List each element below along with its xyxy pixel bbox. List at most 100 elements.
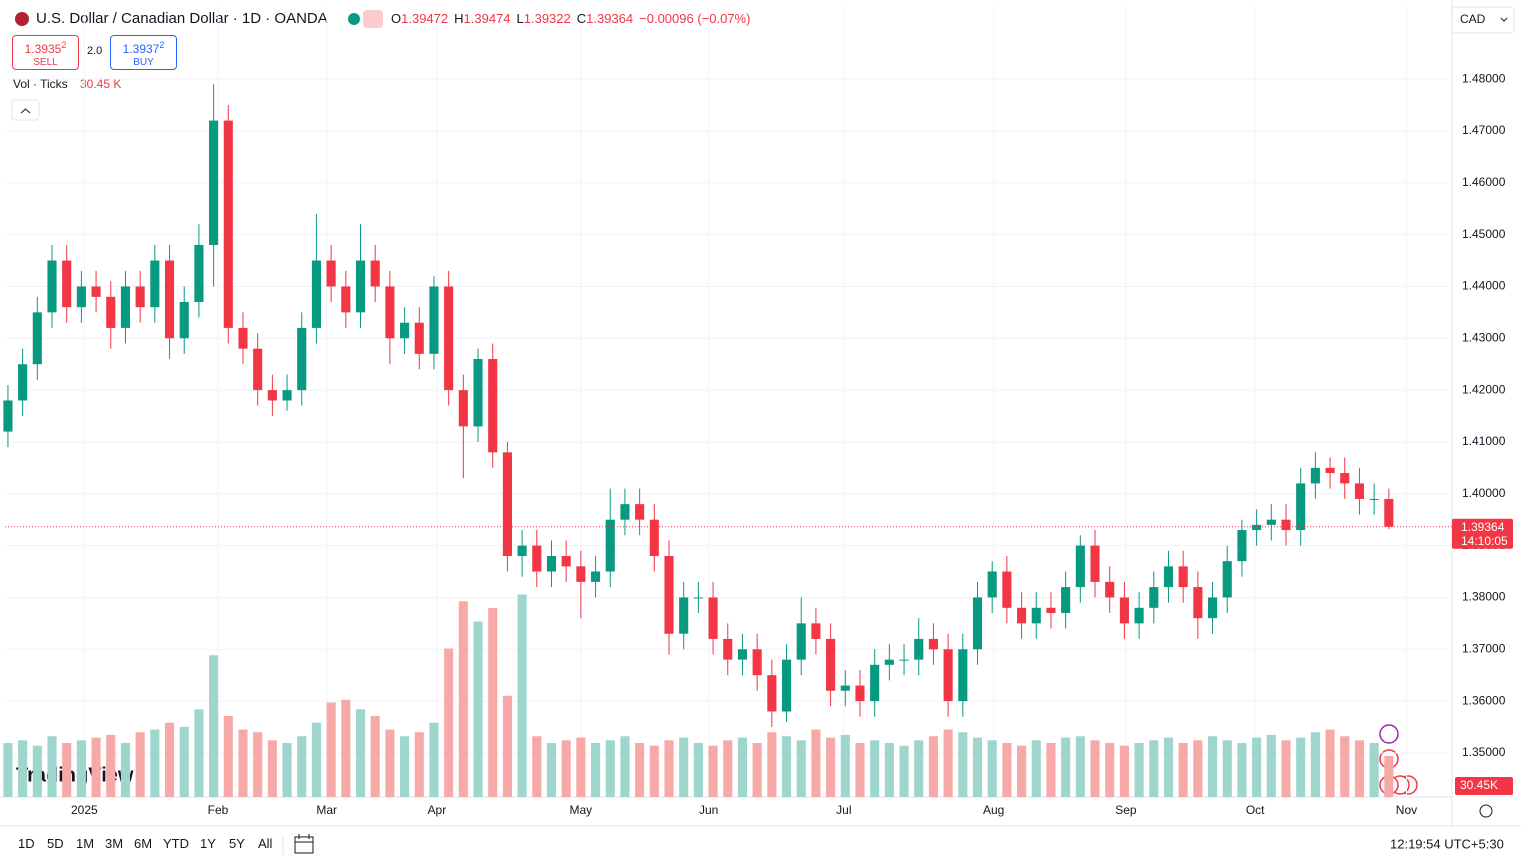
- volume-last-axis: 30.45K: [1460, 778, 1498, 792]
- candle-body: [693, 597, 703, 599]
- volume-bar: [1207, 736, 1218, 797]
- volume-bar: [1252, 737, 1262, 797]
- last-price: 1.39364: [1461, 520, 1505, 534]
- volume-bar: [943, 729, 953, 797]
- candle-body: [1296, 483, 1306, 531]
- volume-bar: [561, 740, 571, 797]
- candle-body: [473, 359, 483, 427]
- buy-button[interactable]: 1.39372 BUY: [110, 35, 177, 70]
- volume-bar: [1310, 732, 1320, 797]
- volume-bar: [1354, 740, 1365, 797]
- symbol-flag: [15, 12, 29, 26]
- date-range-icon[interactable]: [294, 834, 314, 854]
- ohlc-key: H: [454, 11, 464, 26]
- sell-button[interactable]: 1.39352 SELL: [12, 35, 79, 70]
- volume-bar: [91, 737, 101, 797]
- volume-bar: [355, 709, 366, 797]
- volume-title: Vol · Ticks: [13, 77, 68, 91]
- range-button[interactable]: 3M: [105, 836, 124, 851]
- volume-bar: [840, 734, 850, 797]
- chevron: [20, 108, 31, 114]
- candle-body: [1310, 467, 1320, 484]
- y-tick-label: 1.43000: [1462, 330, 1506, 344]
- candle-body: [414, 322, 424, 354]
- candle-body: [546, 555, 557, 572]
- volume-last-box: [1455, 777, 1513, 795]
- data-status: [363, 10, 383, 28]
- sell-price: 1.3935: [24, 42, 62, 56]
- volume-bar: [1325, 729, 1335, 797]
- volume-bar: [47, 736, 57, 797]
- candle-body: [943, 649, 953, 702]
- candle-body: [679, 597, 689, 634]
- volume-bar: [76, 740, 86, 797]
- range-button[interactable]: 5Y: [229, 836, 245, 851]
- range-button[interactable]: YTD: [163, 836, 189, 851]
- volume-bar: [1266, 734, 1276, 797]
- buy-label: BUY: [133, 57, 154, 68]
- volume-bar: [106, 734, 116, 797]
- currency-select[interactable]: [1451, 6, 1515, 34]
- candle-body: [605, 519, 615, 572]
- range-button[interactable]: 1M: [76, 836, 95, 851]
- collapse-button[interactable]: [11, 99, 40, 121]
- y-tick-label: 1.36000: [1462, 693, 1506, 707]
- candle-body: [1017, 607, 1027, 624]
- candle-body: [1340, 473, 1350, 484]
- range-button[interactable]: 5D: [47, 836, 64, 851]
- volume-bar: [987, 740, 997, 797]
- volume-bar: [1296, 737, 1306, 797]
- volume-bar: [693, 743, 703, 797]
- candle-body: [1222, 561, 1232, 598]
- volume-bar: [150, 729, 160, 797]
- candle-body: [796, 623, 806, 660]
- x-tick-label: Nov: [1396, 803, 1417, 817]
- candle-body: [987, 571, 997, 598]
- candle-body: [326, 260, 336, 287]
- candle-body: [311, 260, 321, 328]
- event-icon[interactable]: [1379, 724, 1399, 744]
- range-button[interactable]: All: [258, 836, 273, 851]
- candle-body: [1090, 545, 1100, 582]
- volume-bar: [649, 745, 659, 797]
- settings-icon[interactable]: [1479, 804, 1493, 818]
- candle-body: [855, 685, 865, 702]
- candle-body: [840, 685, 850, 691]
- candle-body: [899, 659, 909, 661]
- volume-bar: [209, 655, 219, 797]
- y-tick-label: 1.48000: [1462, 71, 1506, 85]
- ohlc-key: O: [391, 11, 402, 26]
- volume-bar: [796, 740, 806, 797]
- candle-body: [635, 504, 645, 520]
- sell-pip: 2: [61, 40, 67, 50]
- volume-bar: [546, 743, 557, 797]
- range-button[interactable]: 6M: [134, 836, 153, 851]
- volume-bar: [341, 699, 351, 797]
- candle-body: [737, 649, 748, 660]
- range-button[interactable]: 1Y: [200, 836, 216, 851]
- range-button[interactable]: 1D: [18, 836, 35, 851]
- x-tick-label: Mar: [316, 803, 337, 817]
- volume-bar: [576, 737, 586, 797]
- volume-bar: [1002, 743, 1012, 797]
- volume-bar: [62, 743, 72, 797]
- volume-bar: [1178, 743, 1188, 797]
- x-tick-label: Aug: [983, 803, 1004, 817]
- y-tick-label: 1.42000: [1462, 382, 1506, 396]
- volume-bar: [488, 608, 498, 797]
- candle-body: [47, 260, 57, 313]
- volume-bar: [1031, 740, 1041, 797]
- volume-bar: [884, 743, 894, 797]
- volume-bar: [679, 737, 689, 797]
- volume-bar: [1017, 745, 1027, 797]
- volume-bar: [444, 648, 454, 797]
- branding: TradingView: [16, 764, 134, 786]
- volume-bar: [311, 722, 321, 797]
- volume-bar: [1340, 736, 1350, 797]
- candle-body: [297, 327, 307, 391]
- volume-bar: [1075, 736, 1085, 797]
- candle-body: [135, 286, 145, 308]
- candle-body: [194, 244, 204, 302]
- candle-body: [767, 675, 777, 712]
- volume-bar: [620, 736, 630, 797]
